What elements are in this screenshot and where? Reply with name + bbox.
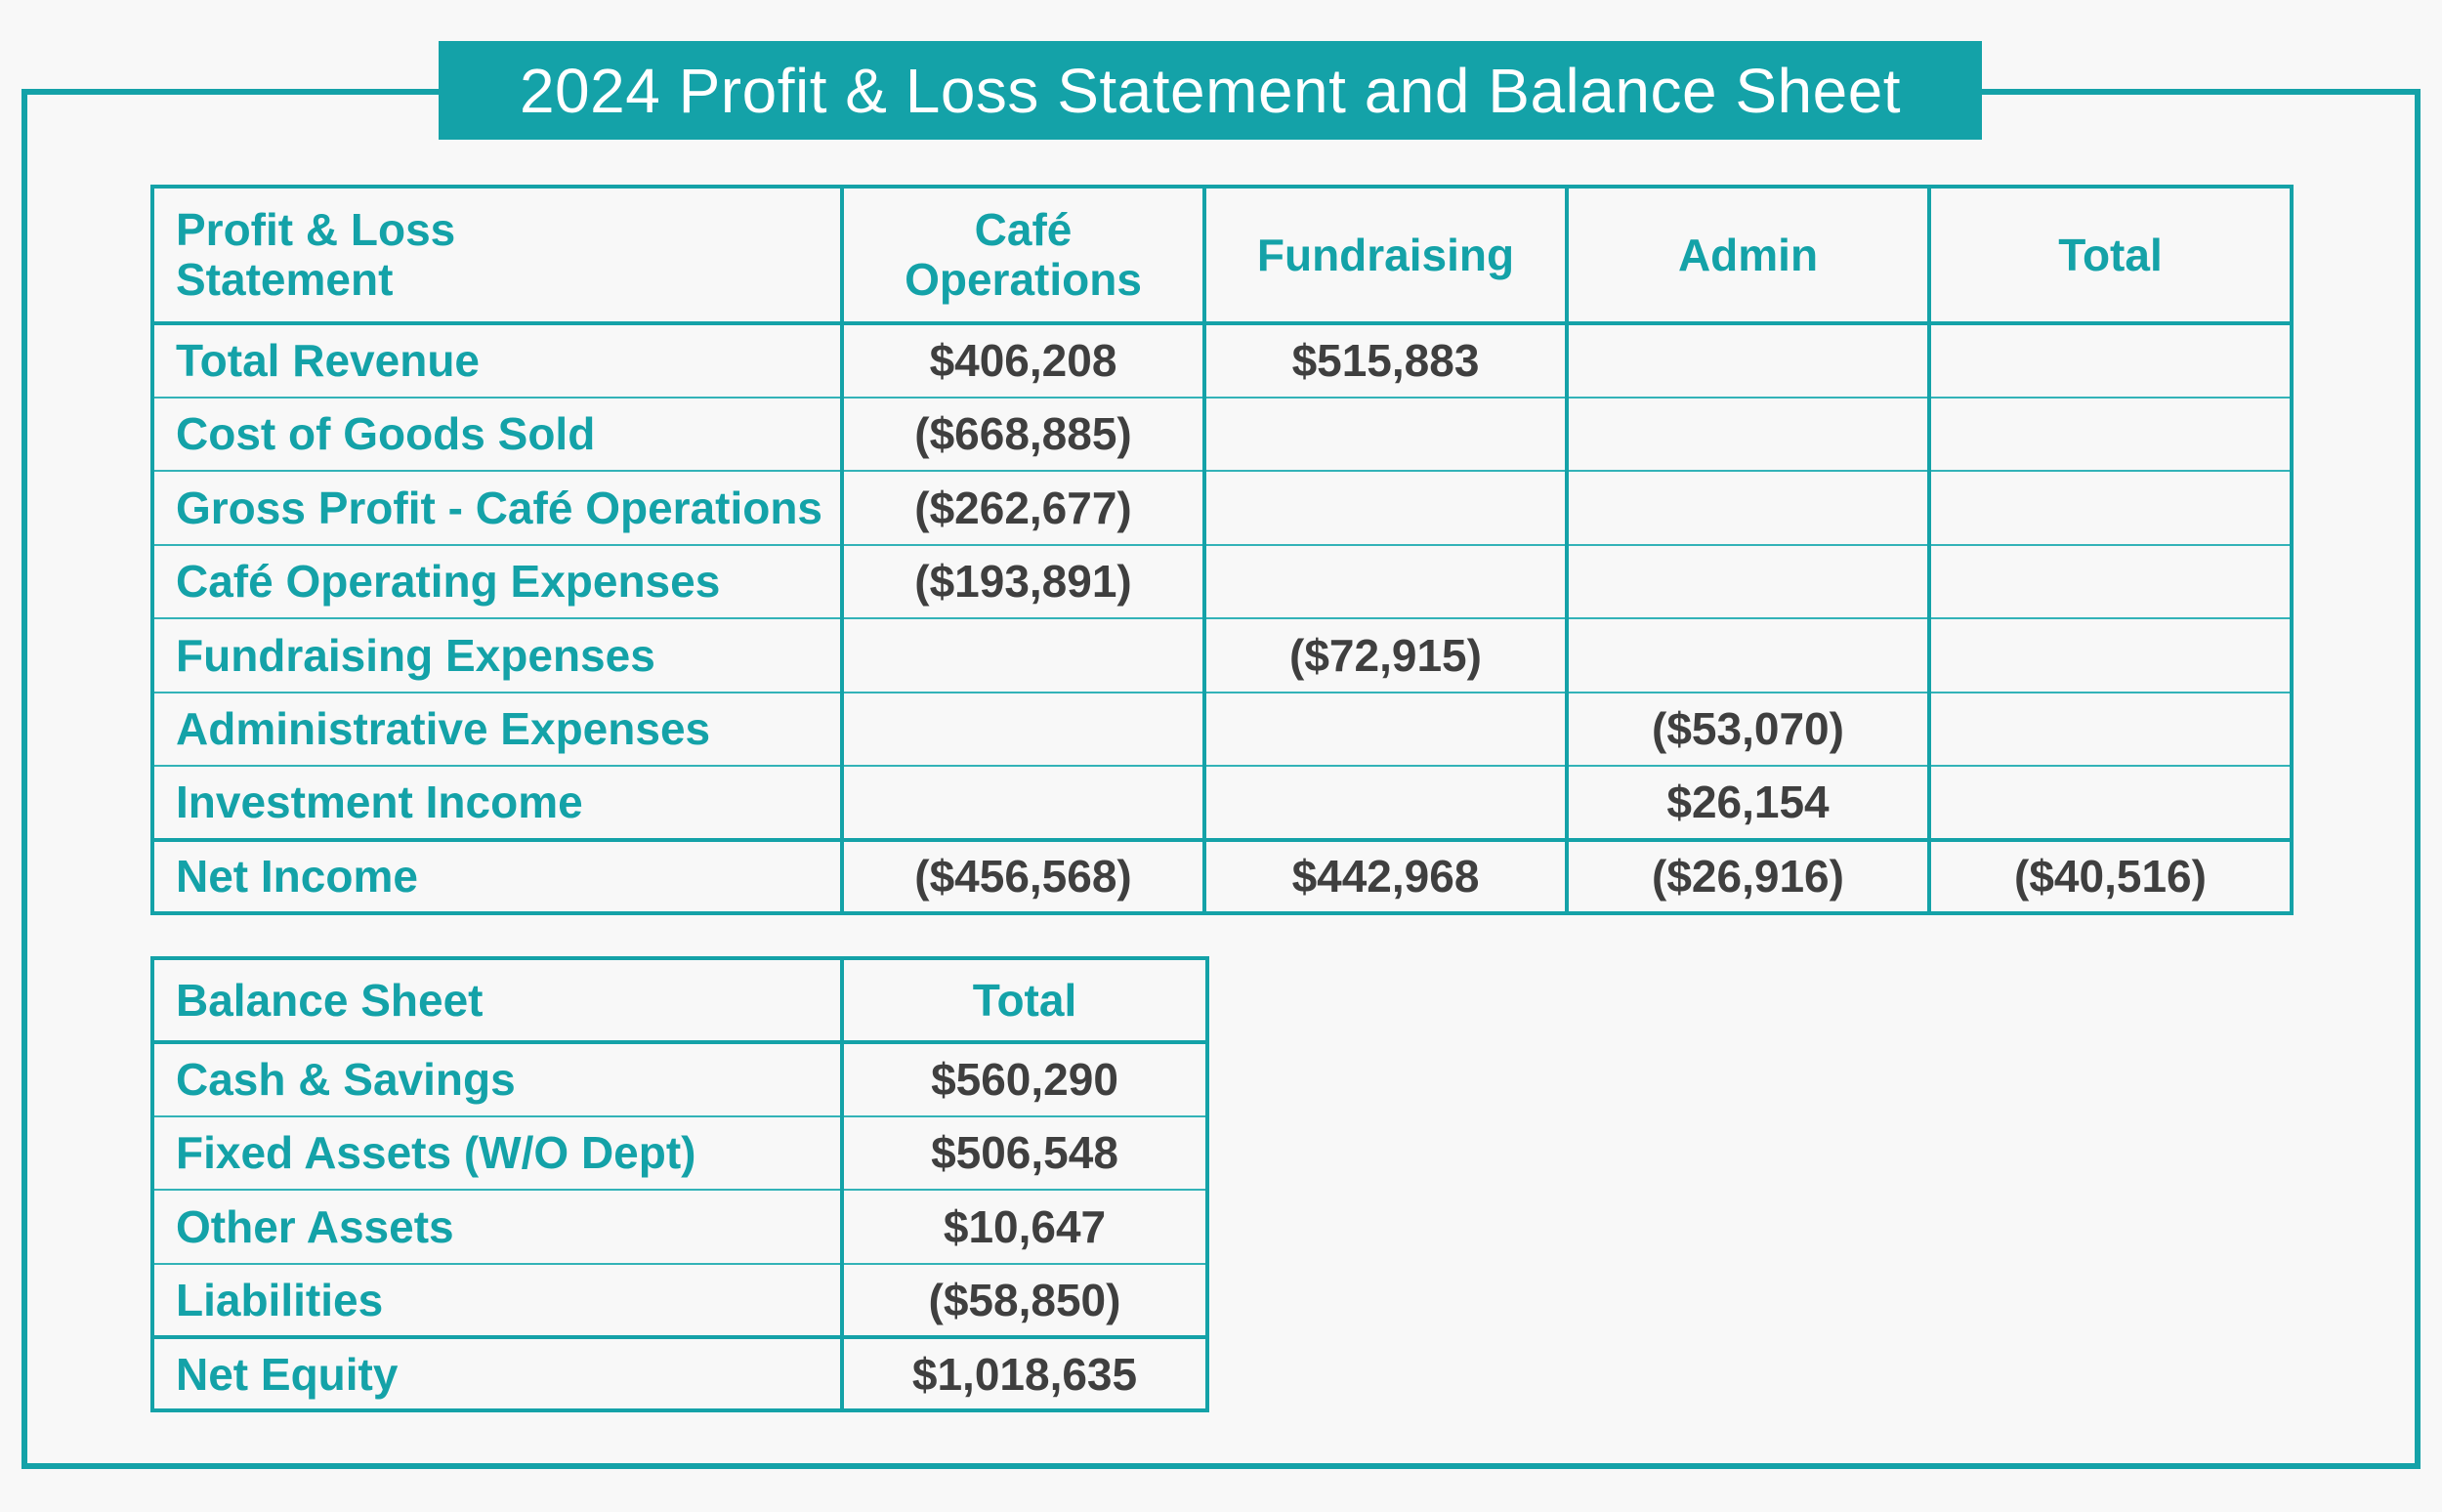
- header-admin: Admin: [1565, 186, 1930, 325]
- cafe-value: [840, 617, 1205, 693]
- balance-sheet-table: Balance Sheet Total Cash & Savings $560,…: [150, 956, 1209, 1412]
- net-cafe-value: ($456,568): [840, 837, 1205, 914]
- row-label: Investment Income: [151, 765, 843, 841]
- table-row: Total Revenue $406,208 $515,883: [151, 322, 2293, 399]
- total-value: $560,290: [840, 1041, 1208, 1117]
- total-value: [1927, 691, 2293, 767]
- net-fundraising-value: $442,968: [1202, 837, 1568, 914]
- total-value: [1927, 765, 2293, 841]
- profit-loss-table: Profit & Loss Statement Café Operations …: [150, 185, 2294, 915]
- page-title: 2024 Profit & Loss Statement and Balance…: [439, 41, 1982, 140]
- total-value: [1927, 322, 2293, 399]
- table-row: Investment Income $26,154: [151, 765, 2293, 841]
- table-header-row: Balance Sheet Total: [151, 957, 1208, 1044]
- fundraising-value: [1202, 396, 1568, 472]
- fundraising-value: [1202, 470, 1568, 546]
- header-fundraising: Fundraising: [1202, 186, 1568, 325]
- header-cafe-line2: Operations: [905, 254, 1142, 305]
- fundraising-value: [1202, 691, 1568, 767]
- header-label: Profit & Loss Statement: [151, 186, 843, 325]
- net-income-label: Net Income: [151, 837, 843, 914]
- cafe-value: ($262,677): [840, 470, 1205, 546]
- row-label: Administrative Expenses: [151, 691, 843, 767]
- table-row: Fixed Assets (W/O Dept) $506,548: [151, 1114, 1208, 1191]
- admin-value: [1565, 396, 1930, 472]
- row-label: Cost of Goods Sold: [151, 396, 843, 472]
- net-equity-label: Net Equity: [151, 1335, 843, 1411]
- header-cafe-line1: Café: [974, 204, 1073, 256]
- row-label: Fundraising Expenses: [151, 617, 843, 693]
- total-value: ($58,850): [840, 1262, 1208, 1338]
- table-header-row: Profit & Loss Statement Café Operations …: [151, 186, 2293, 325]
- header-label-line1: Profit & Loss: [176, 204, 456, 256]
- header-total: Total: [1927, 186, 2293, 325]
- total-value: [1927, 543, 2293, 619]
- row-label: Liabilities: [151, 1262, 843, 1338]
- admin-value: [1565, 617, 1930, 693]
- net-equity-row: Net Equity $1,018,635: [151, 1335, 1208, 1411]
- table-row: Café Operating Expenses ($193,891): [151, 543, 2293, 619]
- admin-value: [1565, 470, 1930, 546]
- table-row: Cost of Goods Sold ($668,885): [151, 396, 2293, 472]
- cafe-value: [840, 765, 1205, 841]
- total-value: $506,548: [840, 1114, 1208, 1191]
- net-admin-value: ($26,916): [1565, 837, 1930, 914]
- row-label: Gross Profit - Café Operations: [151, 470, 843, 546]
- row-label: Total Revenue: [151, 322, 843, 399]
- net-equity-value: $1,018,635: [840, 1335, 1208, 1411]
- header-cafe-operations: Café Operations: [840, 186, 1205, 325]
- admin-value: ($53,070): [1565, 691, 1930, 767]
- header-total: Total: [840, 957, 1208, 1044]
- table-row: Cash & Savings $560,290: [151, 1041, 1208, 1117]
- net-total-value: ($40,516): [1927, 837, 2293, 914]
- admin-value: [1565, 322, 1930, 399]
- fundraising-value: ($72,915): [1202, 617, 1568, 693]
- cafe-value: $406,208: [840, 322, 1205, 399]
- table-row: Administrative Expenses ($53,070): [151, 691, 2293, 767]
- admin-value: [1565, 543, 1930, 619]
- fundraising-value: [1202, 765, 1568, 841]
- row-label: Café Operating Expenses: [151, 543, 843, 619]
- table-row: Other Assets $10,647: [151, 1189, 1208, 1265]
- total-value: $10,647: [840, 1189, 1208, 1265]
- net-income-row: Net Income ($456,568) $442,968 ($26,916)…: [151, 837, 2293, 914]
- cafe-value: ($668,885): [840, 396, 1205, 472]
- table-row: Liabilities ($58,850): [151, 1262, 1208, 1338]
- row-label: Fixed Assets (W/O Dept): [151, 1114, 843, 1191]
- fundraising-value: [1202, 543, 1568, 619]
- row-label: Other Assets: [151, 1189, 843, 1265]
- fundraising-value: $515,883: [1202, 322, 1568, 399]
- cafe-value: ($193,891): [840, 543, 1205, 619]
- table-row: Fundraising Expenses ($72,915): [151, 617, 2293, 693]
- cafe-value: [840, 691, 1205, 767]
- total-value: [1927, 396, 2293, 472]
- header-label: Balance Sheet: [151, 957, 843, 1044]
- admin-value: $26,154: [1565, 765, 1930, 841]
- header-label-line2: Statement: [176, 254, 394, 305]
- total-value: [1927, 617, 2293, 693]
- row-label: Cash & Savings: [151, 1041, 843, 1117]
- total-value: [1927, 470, 2293, 546]
- table-row: Gross Profit - Café Operations ($262,677…: [151, 470, 2293, 546]
